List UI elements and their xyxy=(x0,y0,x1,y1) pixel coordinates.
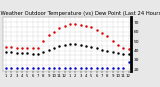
Title: Milwaukee Weather Outdoor Temperature (vs) Dew Point (Last 24 Hours): Milwaukee Weather Outdoor Temperature (v… xyxy=(0,11,160,16)
